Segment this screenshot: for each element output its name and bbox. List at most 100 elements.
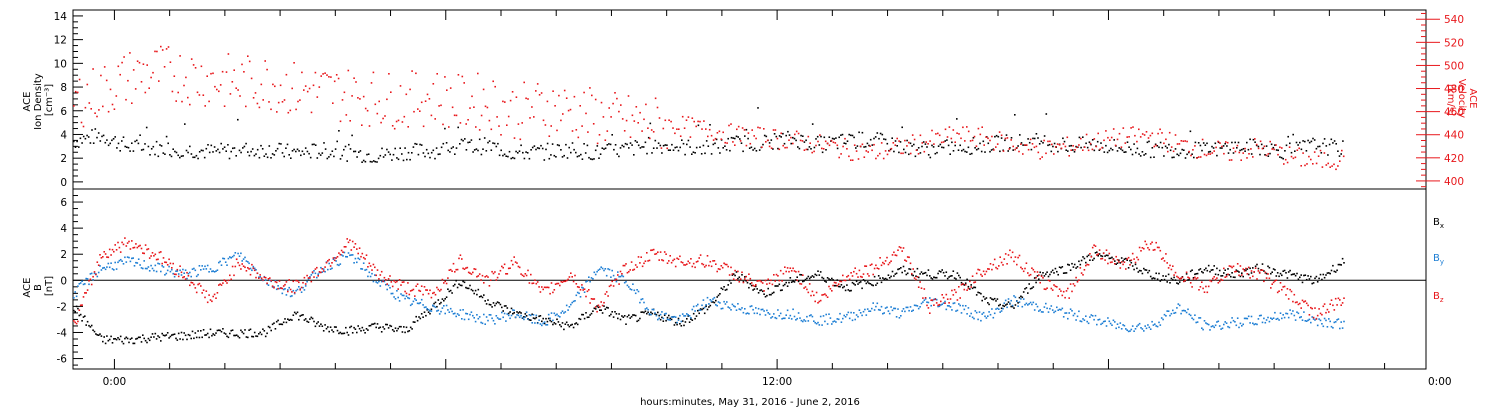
data-point (259, 274, 261, 276)
data-point (437, 288, 440, 291)
data-point (1006, 303, 1008, 305)
data-point (676, 321, 678, 324)
data-point (757, 280, 760, 282)
data-point (1168, 131, 1171, 134)
data-point (774, 316, 776, 319)
data-point (956, 132, 958, 134)
data-point (1337, 165, 1339, 167)
data-point (111, 248, 114, 251)
data-point (1049, 307, 1051, 310)
data-point (628, 314, 630, 316)
data-point (619, 275, 622, 278)
data-point (770, 317, 772, 319)
data-point (1223, 323, 1225, 326)
data-point (1022, 144, 1024, 146)
data-point (821, 147, 823, 150)
data-point (1234, 141, 1236, 144)
data-point (1091, 246, 1094, 249)
data-point (477, 275, 480, 277)
data-point (539, 291, 542, 293)
data-point (855, 147, 857, 149)
data-point (89, 273, 92, 275)
data-point (904, 259, 906, 261)
data-point (304, 147, 307, 149)
data-point (195, 154, 198, 157)
data-point (873, 143, 875, 146)
data-point (1138, 153, 1140, 155)
data-point (234, 265, 237, 268)
data-point (608, 143, 610, 145)
data-point (676, 128, 678, 130)
data-point (256, 102, 259, 105)
data-point (1068, 264, 1070, 266)
data-point (1145, 269, 1148, 271)
data-point (796, 276, 798, 278)
data-point (708, 303, 710, 305)
data-point (119, 258, 122, 261)
data-point (354, 257, 357, 260)
data-point (1128, 136, 1130, 138)
data-point (784, 266, 786, 268)
data-point (1110, 147, 1112, 150)
data-point (866, 142, 869, 145)
data-point (935, 298, 938, 301)
data-point (1024, 288, 1026, 290)
data-point (1192, 278, 1195, 280)
data-point (1343, 262, 1345, 264)
data-point (735, 271, 738, 273)
data-point (461, 258, 463, 260)
data-point (790, 136, 792, 139)
data-point (920, 271, 923, 273)
data-point (335, 326, 337, 328)
data-point (176, 270, 179, 272)
data-point (469, 272, 471, 274)
data-point (489, 314, 492, 316)
data-point (430, 296, 433, 299)
data-point (1246, 273, 1249, 275)
data-point (1303, 274, 1305, 277)
data-point (987, 315, 989, 317)
data-point (991, 268, 993, 271)
data-point (1172, 150, 1175, 153)
data-point (712, 143, 715, 146)
data-point (1337, 318, 1340, 320)
data-point (307, 321, 310, 323)
data-point (1046, 307, 1048, 310)
magnetic-field-tick-label: 2 (60, 249, 67, 261)
data-point (594, 98, 597, 101)
data-point (625, 323, 627, 325)
data-point (1209, 270, 1211, 273)
data-point (924, 297, 927, 299)
data-point (455, 268, 457, 271)
data-point (687, 315, 689, 317)
data-point (1242, 148, 1245, 150)
data-point (74, 146, 77, 148)
data-point (458, 314, 460, 316)
data-point (170, 155, 173, 158)
data-point (140, 81, 143, 83)
data-point (917, 153, 920, 155)
data-point (728, 307, 731, 309)
legend-bx-subscript: x (1440, 222, 1444, 230)
data-point (453, 114, 456, 117)
data-point (672, 259, 674, 262)
data-point (745, 128, 748, 131)
data-point (235, 155, 237, 157)
data-point (667, 149, 670, 151)
data-point (477, 149, 479, 152)
data-point (962, 283, 964, 285)
data-point (469, 284, 471, 287)
data-point (1326, 272, 1329, 274)
data-point (806, 277, 808, 280)
data-point (1058, 308, 1061, 311)
data-point (543, 286, 546, 289)
data-point (944, 128, 947, 131)
density-velocity-points (73, 45, 1345, 171)
legend-by-subscript: y (1440, 258, 1444, 266)
data-point (270, 157, 272, 159)
data-point (360, 268, 362, 270)
data-point (1299, 276, 1301, 279)
data-point (757, 126, 759, 129)
data-point (677, 258, 680, 260)
data-point (946, 277, 949, 280)
